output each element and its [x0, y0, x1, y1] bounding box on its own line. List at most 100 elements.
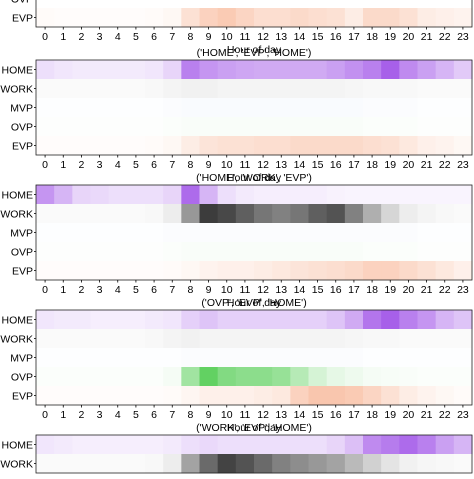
x-tick-label: 10	[221, 284, 233, 296]
x-tick-label: 15	[312, 284, 324, 296]
heatmap-cell	[126, 117, 146, 137]
panel-frame	[35, 184, 473, 281]
heatmap-cell	[381, 386, 400, 406]
heatmap-cell	[235, 185, 255, 205]
heatmap-cell	[217, 185, 237, 205]
heatmap-cell	[435, 185, 455, 205]
heatmap-cell	[235, 204, 255, 224]
heatmap-cell	[54, 386, 73, 406]
x-tick-label: 13	[275, 409, 287, 421]
row-label: EVP	[12, 12, 33, 24]
heatmap-cell	[272, 60, 291, 80]
x-tick-label: 20	[403, 284, 415, 296]
heatmap-cell	[108, 454, 128, 474]
heatmap-cell	[145, 117, 164, 137]
x-tick-label: 23	[457, 159, 469, 171]
heatmap-cell	[435, 98, 455, 118]
heatmap-cell	[181, 435, 201, 455]
heatmap-cell	[199, 204, 219, 224]
heatmap-cell	[453, 98, 473, 118]
x-tick-label: 3	[97, 409, 103, 421]
heatmap-cell	[199, 117, 219, 137]
heatmap-cell	[453, 386, 473, 406]
heatmap-cell	[54, 98, 73, 118]
heatmap-cell	[453, 454, 473, 474]
heatmap-cell	[417, 136, 437, 156]
heatmap-cell	[235, 310, 255, 330]
heatmap-cell	[108, 261, 128, 281]
heatmap-cell	[235, 79, 255, 99]
heatmap-cell	[326, 185, 346, 205]
heatmap-cell	[72, 8, 92, 28]
heatmap-cell	[344, 348, 364, 368]
heatmap-cell	[163, 310, 182, 330]
heatmap-cell	[181, 185, 201, 205]
heatmap-cell	[308, 242, 328, 262]
heatmap-cell	[290, 60, 310, 80]
heatmap-cell	[90, 117, 110, 137]
heatmap-cell	[399, 348, 419, 368]
heatmap-cell	[308, 454, 328, 474]
x-tick-label: 21	[421, 409, 433, 421]
x-tick-label: 1	[60, 31, 66, 43]
x-tick-label: 2	[78, 409, 84, 421]
heatmap-cell	[54, 242, 73, 262]
heatmap-cell	[72, 223, 92, 243]
x-tick-label: 4	[115, 31, 121, 43]
heatmap-cell	[290, 204, 310, 224]
heatmap-cell	[126, 204, 146, 224]
heatmap-cell	[399, 435, 419, 455]
x-tick-label: 10	[221, 31, 233, 43]
heatmap-cell	[126, 242, 146, 262]
heatmap-cell	[108, 204, 128, 224]
x-tick-label: 11	[239, 31, 250, 43]
heatmap-cell	[381, 310, 400, 330]
heatmap-cell	[254, 367, 273, 387]
heatmap-cell	[308, 136, 328, 156]
heatmap-cell	[145, 0, 164, 9]
heatmap-cell	[363, 367, 382, 387]
heatmap-cell	[344, 454, 364, 474]
heatmap-cell	[399, 454, 419, 474]
heatmap-panel: OVPEVP0123456789101112131415161718192021…	[11, 0, 473, 56]
row-label: EVP	[12, 390, 33, 402]
x-tick-label: 11	[239, 159, 250, 171]
heatmap-panel: ('HOME', 'EVP', 'HOME') HOME WORK MVP OVP EVP…	[0, 47, 473, 184]
heatmap-cell	[145, 310, 164, 330]
x-tick-label: 10	[221, 159, 233, 171]
heatmap-cell	[272, 242, 291, 262]
heatmap-cell	[145, 223, 164, 243]
x-tick-label: 2	[78, 284, 84, 296]
heatmap-cell	[326, 117, 346, 137]
heatmap-cell	[363, 261, 382, 281]
heatmap-cell	[308, 98, 328, 118]
heatmap-cell	[308, 435, 328, 455]
heatmap-cell	[453, 117, 473, 137]
heatmap-cell	[217, 0, 237, 9]
row-label: HOME	[2, 189, 34, 201]
heatmap-cell	[290, 8, 310, 28]
x-tick-label: 19	[384, 284, 396, 296]
heatmap-cell	[344, 386, 364, 406]
heatmap-cell	[90, 204, 110, 224]
heatmap-cell	[453, 261, 473, 281]
heatmap-cell	[381, 79, 400, 99]
heatmap-cell	[344, 310, 364, 330]
heatmap-cell	[72, 136, 92, 156]
x-tick-label: 4	[115, 159, 121, 171]
heatmap-cell	[181, 261, 201, 281]
heatmap-cell	[308, 185, 328, 205]
heatmap-cell	[163, 79, 182, 99]
heatmap-cell	[163, 348, 182, 368]
x-tick-label: 7	[169, 409, 175, 421]
heatmap-cell	[235, 223, 255, 243]
heatmap-cell	[90, 223, 110, 243]
heatmap-cell	[108, 310, 128, 330]
x-tick-label: 13	[275, 31, 287, 43]
heatmap-cell	[290, 367, 310, 387]
heatmap-cell	[290, 185, 310, 205]
heatmap-cell	[381, 435, 400, 455]
heatmap-cell	[453, 136, 473, 156]
heatmap-cell	[363, 8, 382, 28]
heatmap-cell	[72, 310, 92, 330]
